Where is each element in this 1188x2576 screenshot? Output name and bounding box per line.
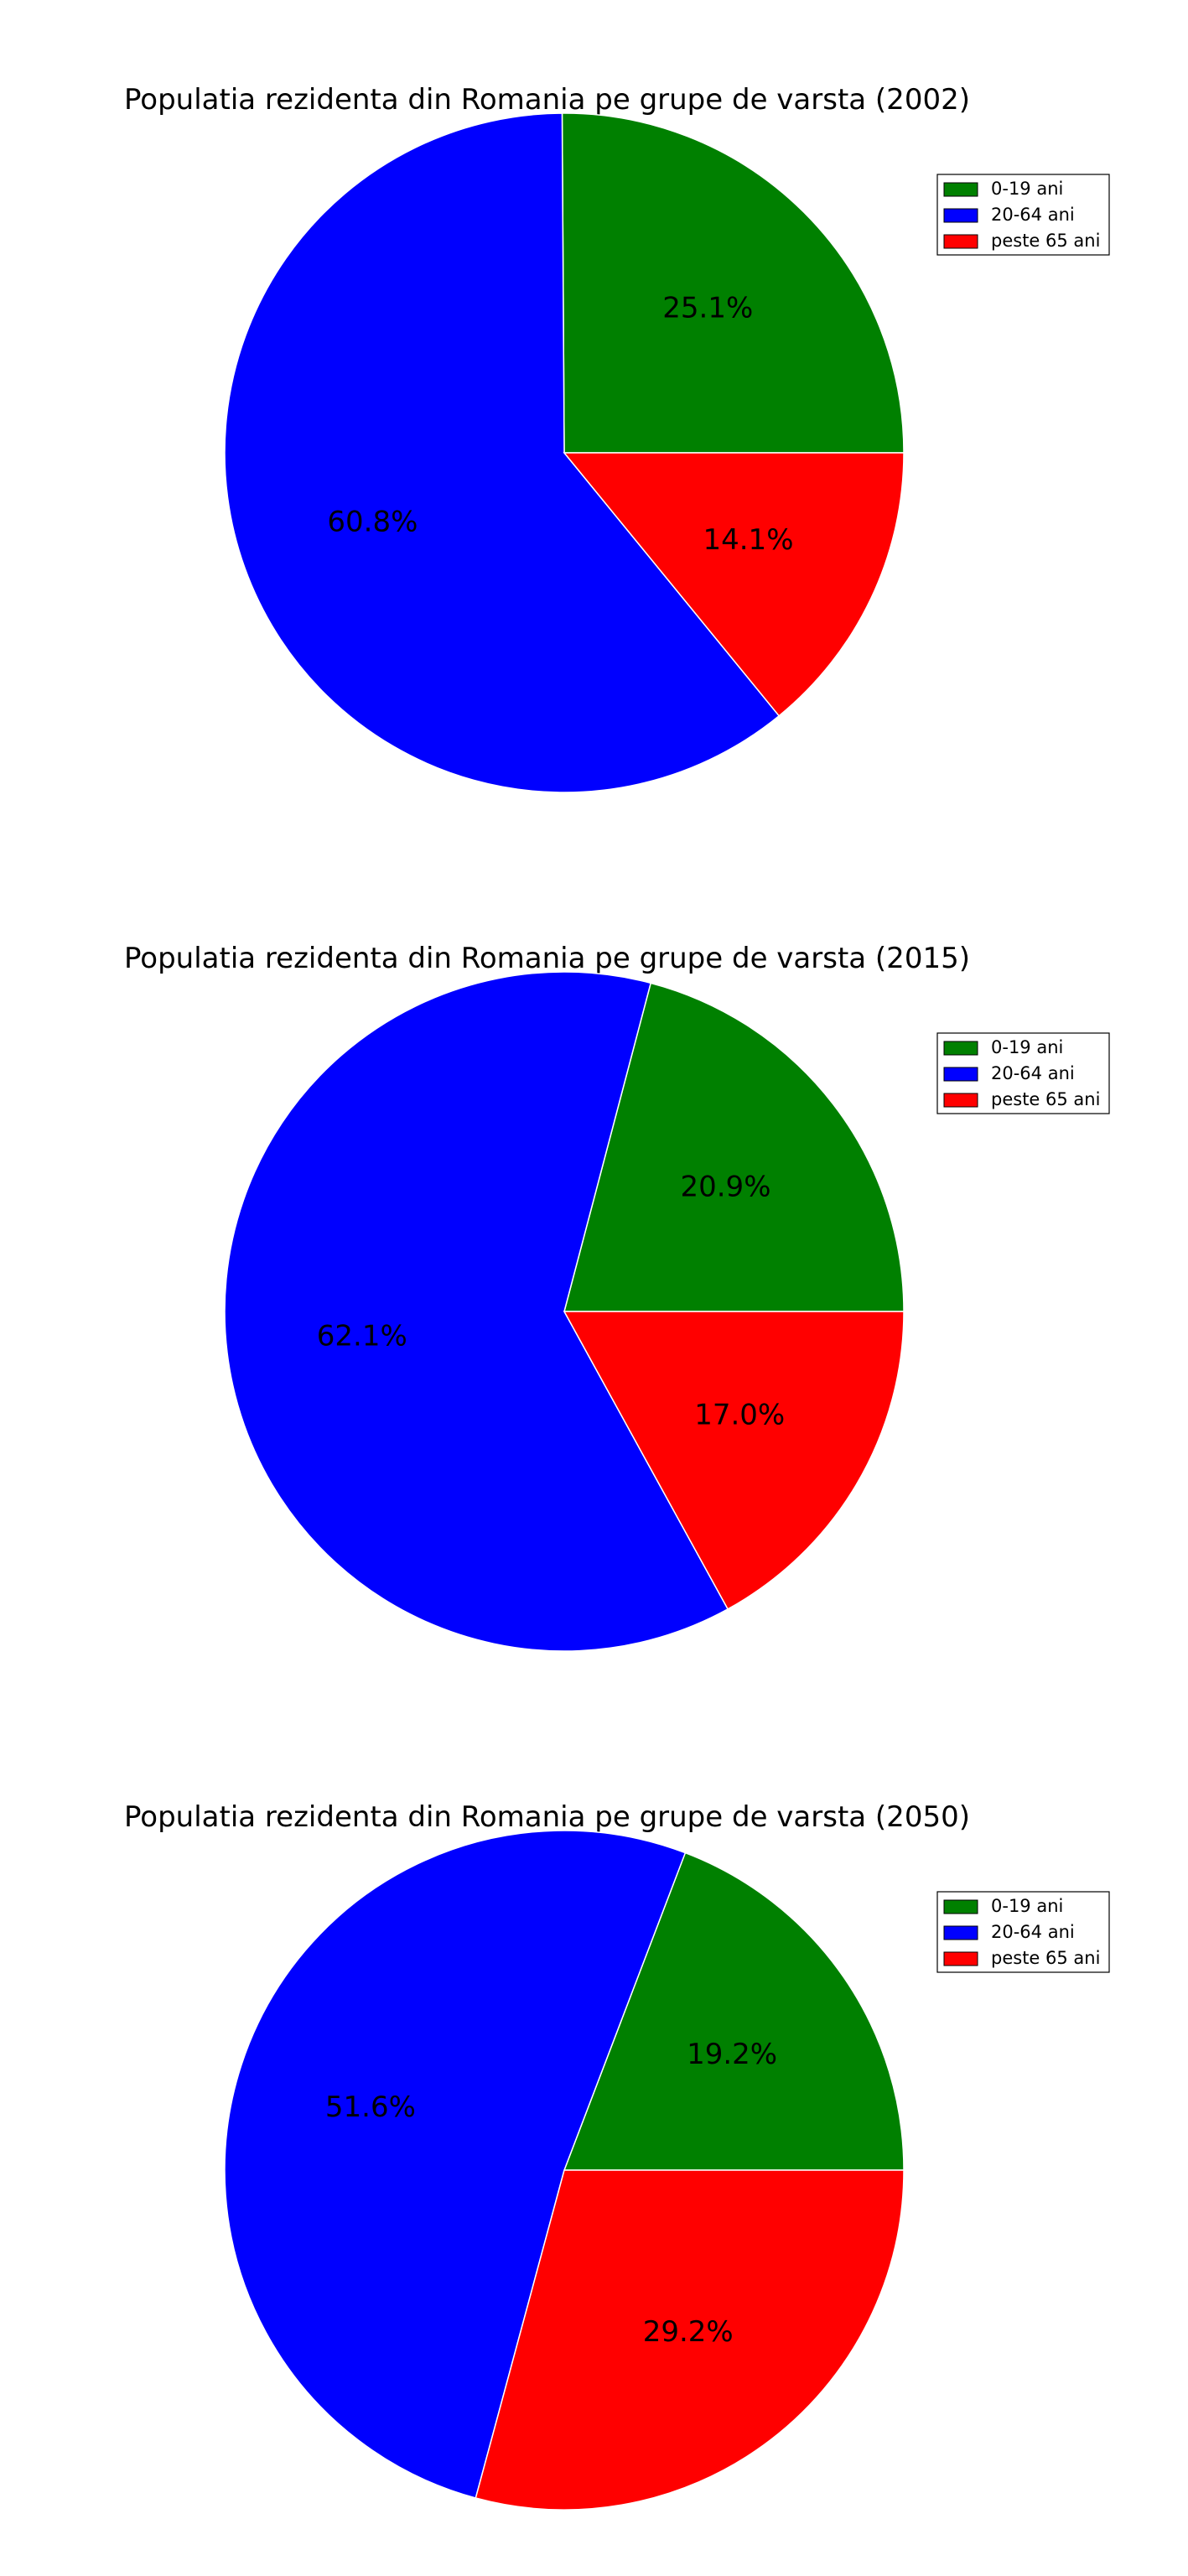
legend-swatch [943, 1951, 978, 1966]
pie-slices [224, 971, 905, 1652]
pie-percent-label: 29.2% [643, 2315, 734, 2349]
legend-label: 20-64 ani [991, 205, 1075, 225]
legend: 0-19 ani 20-64 ani peste 65 ani [936, 174, 1110, 256]
pie-slices [224, 112, 905, 793]
legend-swatch [943, 208, 978, 223]
pie-labels: 25.1% 60.8% 14.1% [327, 292, 793, 558]
pie-percent-label: 51.6% [325, 2090, 416, 2124]
pie-labels: 19.2% 51.6% 29.2% [325, 2038, 777, 2349]
legend-label: 0-19 ani [991, 1896, 1063, 1916]
pie-slice-3 [475, 2169, 905, 2511]
legend-label: 0-19 ani [991, 179, 1063, 199]
pie-slice-1 [563, 982, 905, 1312]
pie-percent-label: 17.0% [694, 1399, 785, 1432]
pie-percent-label: 14.1% [703, 523, 793, 557]
pie-chart-svg: Populatia rezidenta din Romania pe grupe… [124, 83, 1110, 793]
chart-panel-2050: Populatia rezidenta din Romania pe grupe… [0, 1717, 1188, 2576]
chart-title: Populatia rezidenta din Romania pe grupe… [124, 1800, 970, 1834]
pie-percent-label: 20.9% [680, 1171, 770, 1204]
pie-percent-label: 60.8% [327, 505, 418, 538]
pie-slice-2 [224, 1830, 687, 2499]
legend-swatch [943, 1925, 978, 1940]
pie-percent-label: 19.2% [687, 2038, 777, 2071]
legend-swatch [943, 1093, 978, 1108]
legend-swatch [943, 1041, 978, 1056]
legend-swatch [943, 1899, 978, 1914]
pie-slice-3 [563, 1311, 905, 1610]
pie-percent-label: 25.1% [662, 292, 753, 325]
pie-slices [224, 1830, 905, 2511]
pie-chart-svg: Populatia rezidenta din Romania pe grupe… [124, 942, 1110, 1652]
legend-swatch [943, 234, 978, 249]
legend-label: peste 65 ani [991, 1089, 1100, 1109]
legend-label: peste 65 ani [991, 1948, 1100, 1968]
pie-slice-2 [224, 971, 729, 1652]
legend-label: 20-64 ani [991, 1063, 1075, 1083]
pie-slice-3 [563, 452, 905, 717]
legend: 0-19 ani 20-64 ani peste 65 ani [936, 1032, 1110, 1114]
pie-labels: 20.9% 62.1% 17.0% [317, 1171, 785, 1432]
legend-swatch [943, 1067, 978, 1082]
pie-slice-1 [561, 112, 905, 454]
legend-label: peste 65 ani [991, 231, 1100, 251]
pie-slice-2 [224, 112, 781, 793]
chart-panel-2015: Populatia rezidenta din Romania pe grupe… [0, 859, 1188, 1717]
chart-panel-2002: Populatia rezidenta din Romania pe grupe… [0, 0, 1188, 859]
chart-title: Populatia rezidenta din Romania pe grupe… [124, 942, 970, 975]
legend: 0-19 ani 20-64 ani peste 65 ani [936, 1891, 1110, 1973]
legend-label: 20-64 ani [991, 1922, 1075, 1942]
pie-percent-label: 62.1% [317, 1320, 407, 1353]
pie-slice-1 [563, 1852, 905, 2171]
legend-label: 0-19 ani [991, 1037, 1063, 1057]
legend-swatch [943, 182, 978, 197]
pie-chart-svg: Populatia rezidenta din Romania pe grupe… [124, 1800, 1110, 2511]
chart-title: Populatia rezidenta din Romania pe grupe… [124, 83, 970, 117]
